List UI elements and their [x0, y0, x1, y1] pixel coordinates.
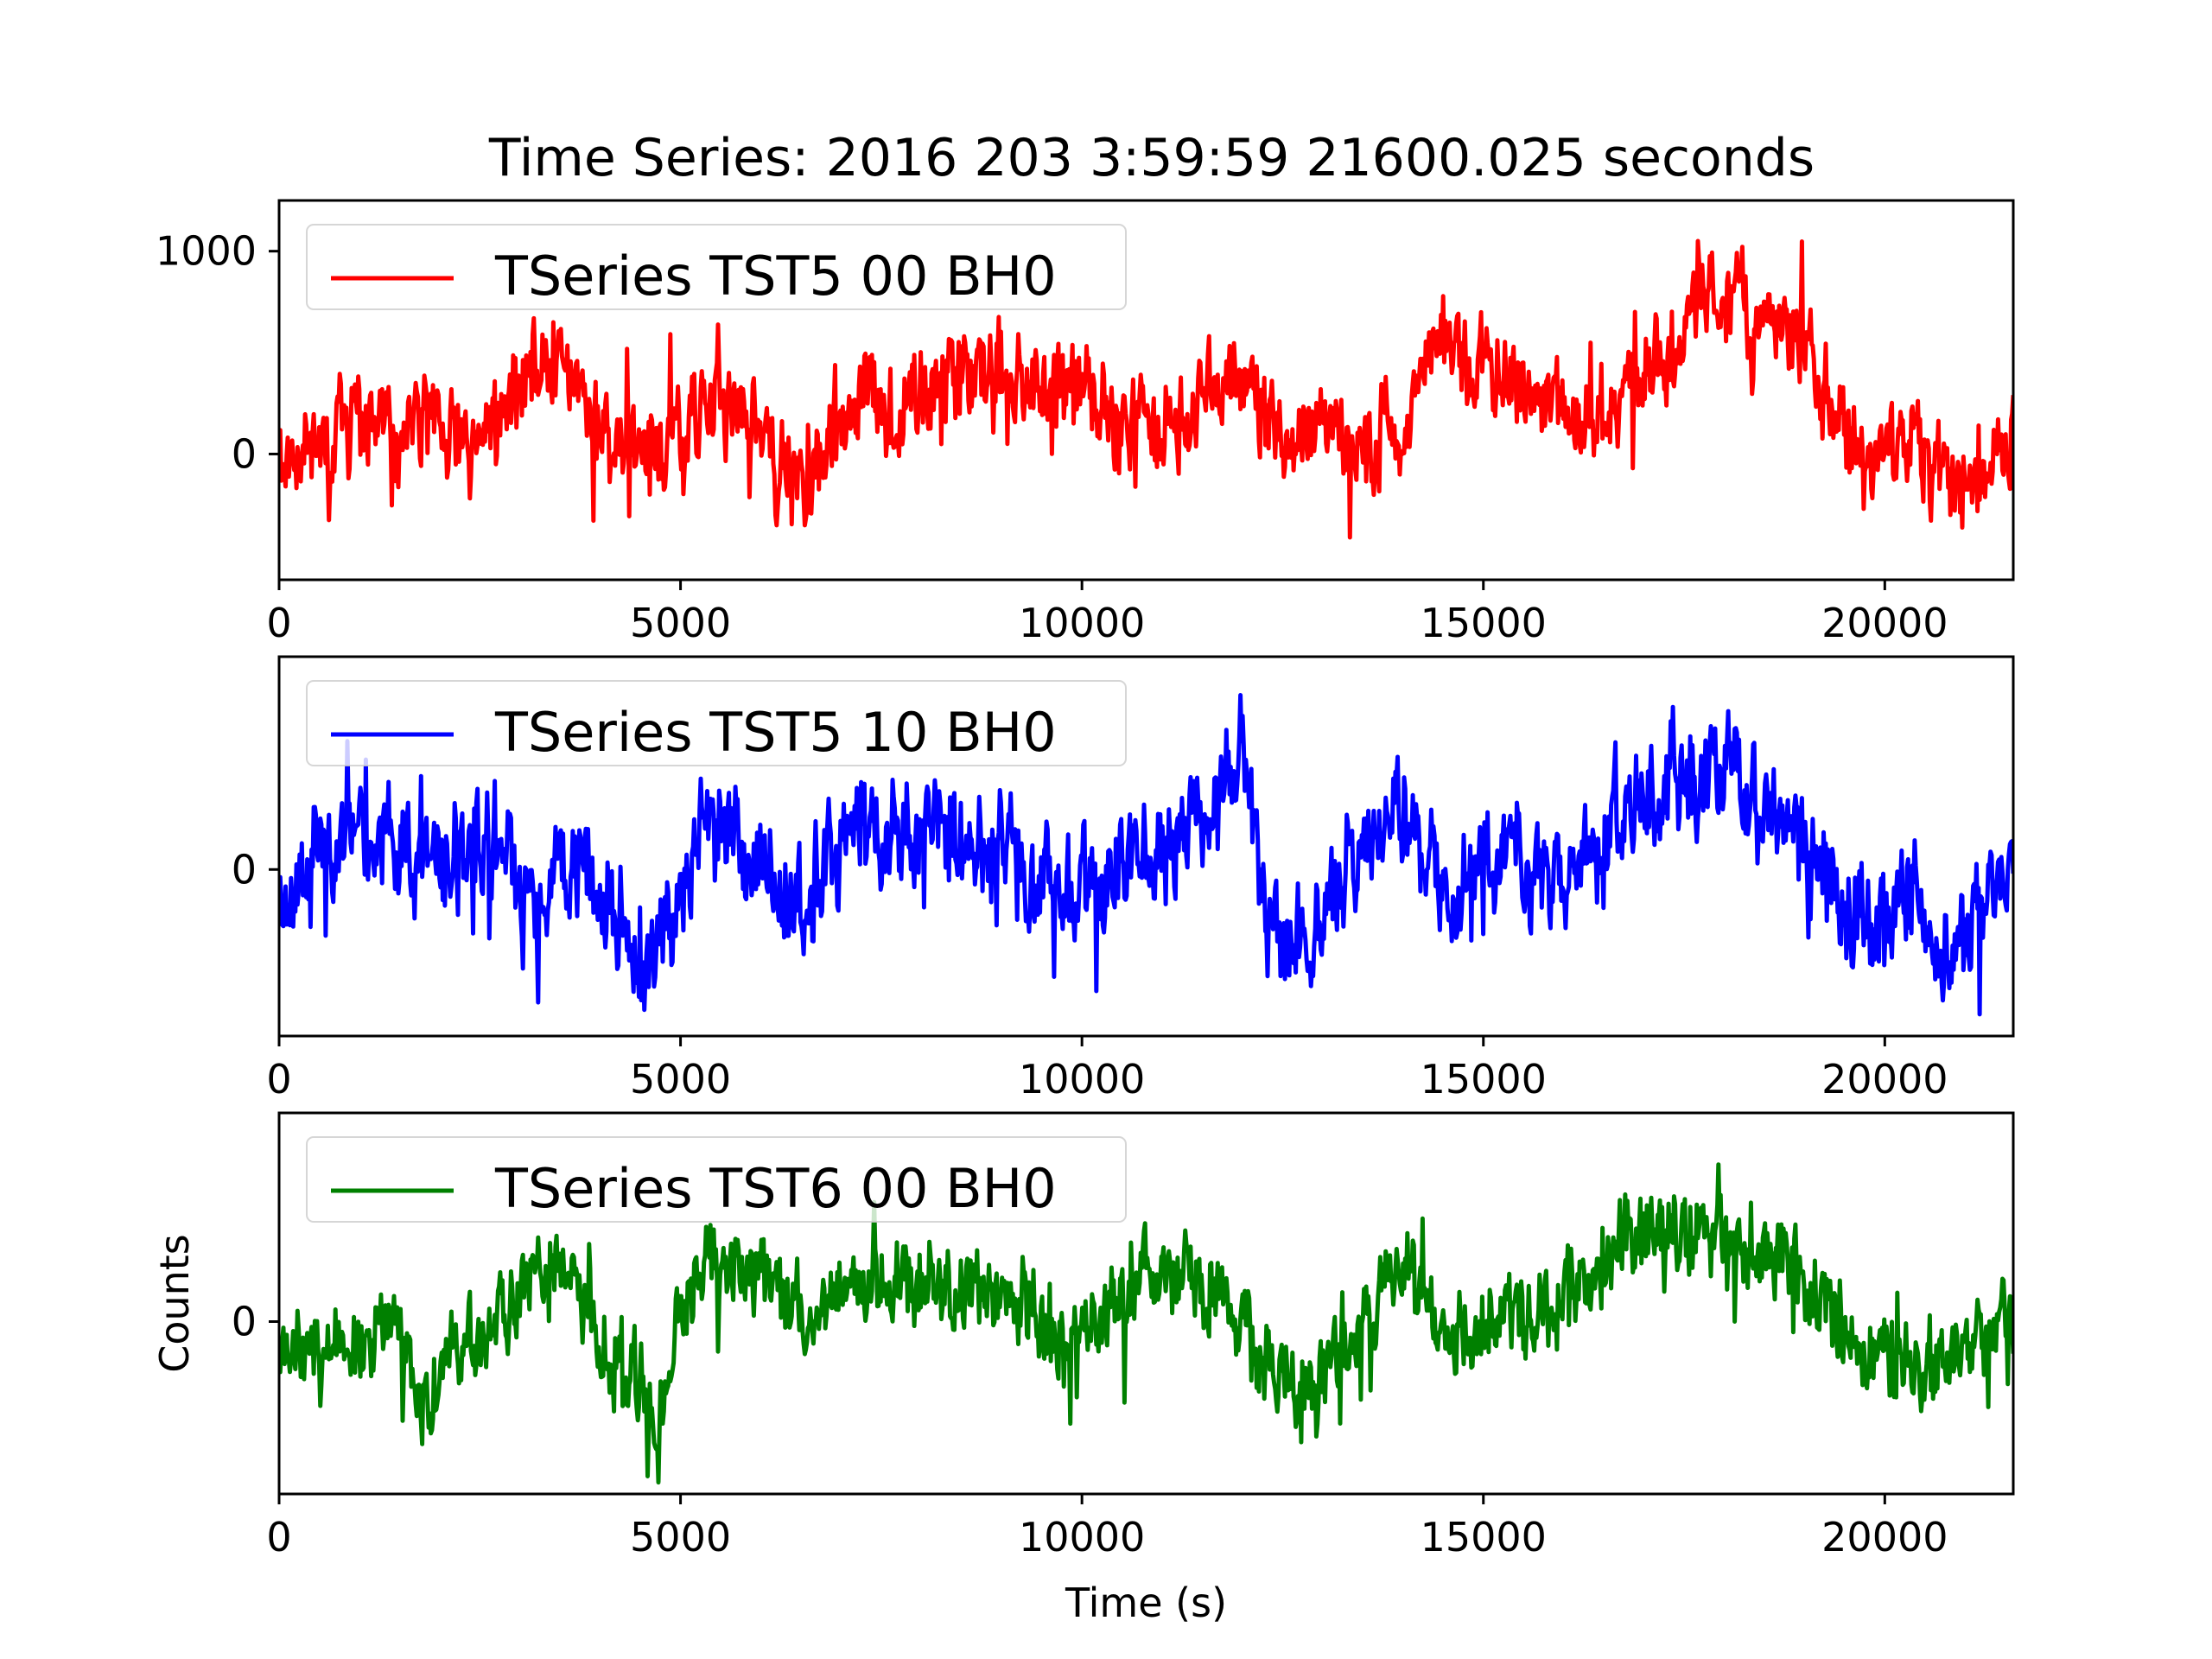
legend-label: TSeries TST6 00 BH0	[494, 1157, 1057, 1220]
x-tick-label: 0	[266, 1514, 291, 1560]
legend-frame	[306, 224, 1127, 310]
x-tick-label: 15000	[1421, 1056, 1547, 1103]
x-tick-label: 5000	[630, 1056, 731, 1103]
x-tick-label: 10000	[1019, 600, 1145, 646]
x-tick-label: 20000	[1821, 1514, 1948, 1560]
y-tick-label: 0	[232, 846, 257, 893]
x-tick-label: 20000	[1821, 1056, 1948, 1103]
x-tick-label: 10000	[1019, 1514, 1145, 1560]
series-line-2	[279, 693, 2013, 1017]
x-tick-label: 10000	[1019, 1056, 1145, 1103]
axes-frame	[277, 199, 2015, 582]
y-tick-label: 1000	[156, 228, 257, 275]
y-tick-label: 0	[232, 1299, 257, 1345]
legend-label: TSeries TST5 10 BH0	[494, 701, 1057, 764]
x-tick-label: 15000	[1421, 600, 1547, 646]
subplot-3: TSeries TST6 00 BH0 0 5000 10000 15000 20000 0…	[151, 1111, 2015, 1626]
subplot-2: TSeries TST5 10 BH0 0 5000 10000 15000 20000 0	[232, 655, 2015, 1103]
legend-frame	[306, 1136, 1127, 1223]
x-tick-label: 0	[266, 600, 291, 646]
legend-1: TSeries TST5 00 BH0	[306, 224, 1127, 310]
x-axis-label: Time (s)	[1065, 1580, 1227, 1626]
x-tick-label: 5000	[630, 600, 731, 646]
axes-frame	[277, 1111, 2015, 1496]
x-tick-label: 5000	[630, 1514, 731, 1560]
y-axis-label: Counts	[151, 1234, 198, 1373]
series-line-1	[279, 238, 2013, 540]
y-tick-label: 0	[232, 430, 257, 477]
legend-2: TSeries TST5 10 BH0	[306, 680, 1127, 766]
x-tick-label: 15000	[1421, 1514, 1547, 1560]
axes-frame	[277, 655, 2015, 1038]
legend-label: TSeries TST5 00 BH0	[494, 245, 1057, 308]
series-line-3	[279, 1162, 2013, 1485]
x-tick-label: 20000	[1821, 600, 1948, 646]
subplot-1: TSeries TST5 00 BH0 0 5000 10000 15000 20000 0…	[156, 199, 2015, 646]
x-tick-label: 0	[266, 1056, 291, 1103]
legend-3: TSeries TST6 00 BH0	[306, 1136, 1127, 1223]
legend-frame	[306, 680, 1127, 766]
figure-title: Time Series: 2016 203 3:59:59 21600.025 …	[488, 128, 1815, 188]
